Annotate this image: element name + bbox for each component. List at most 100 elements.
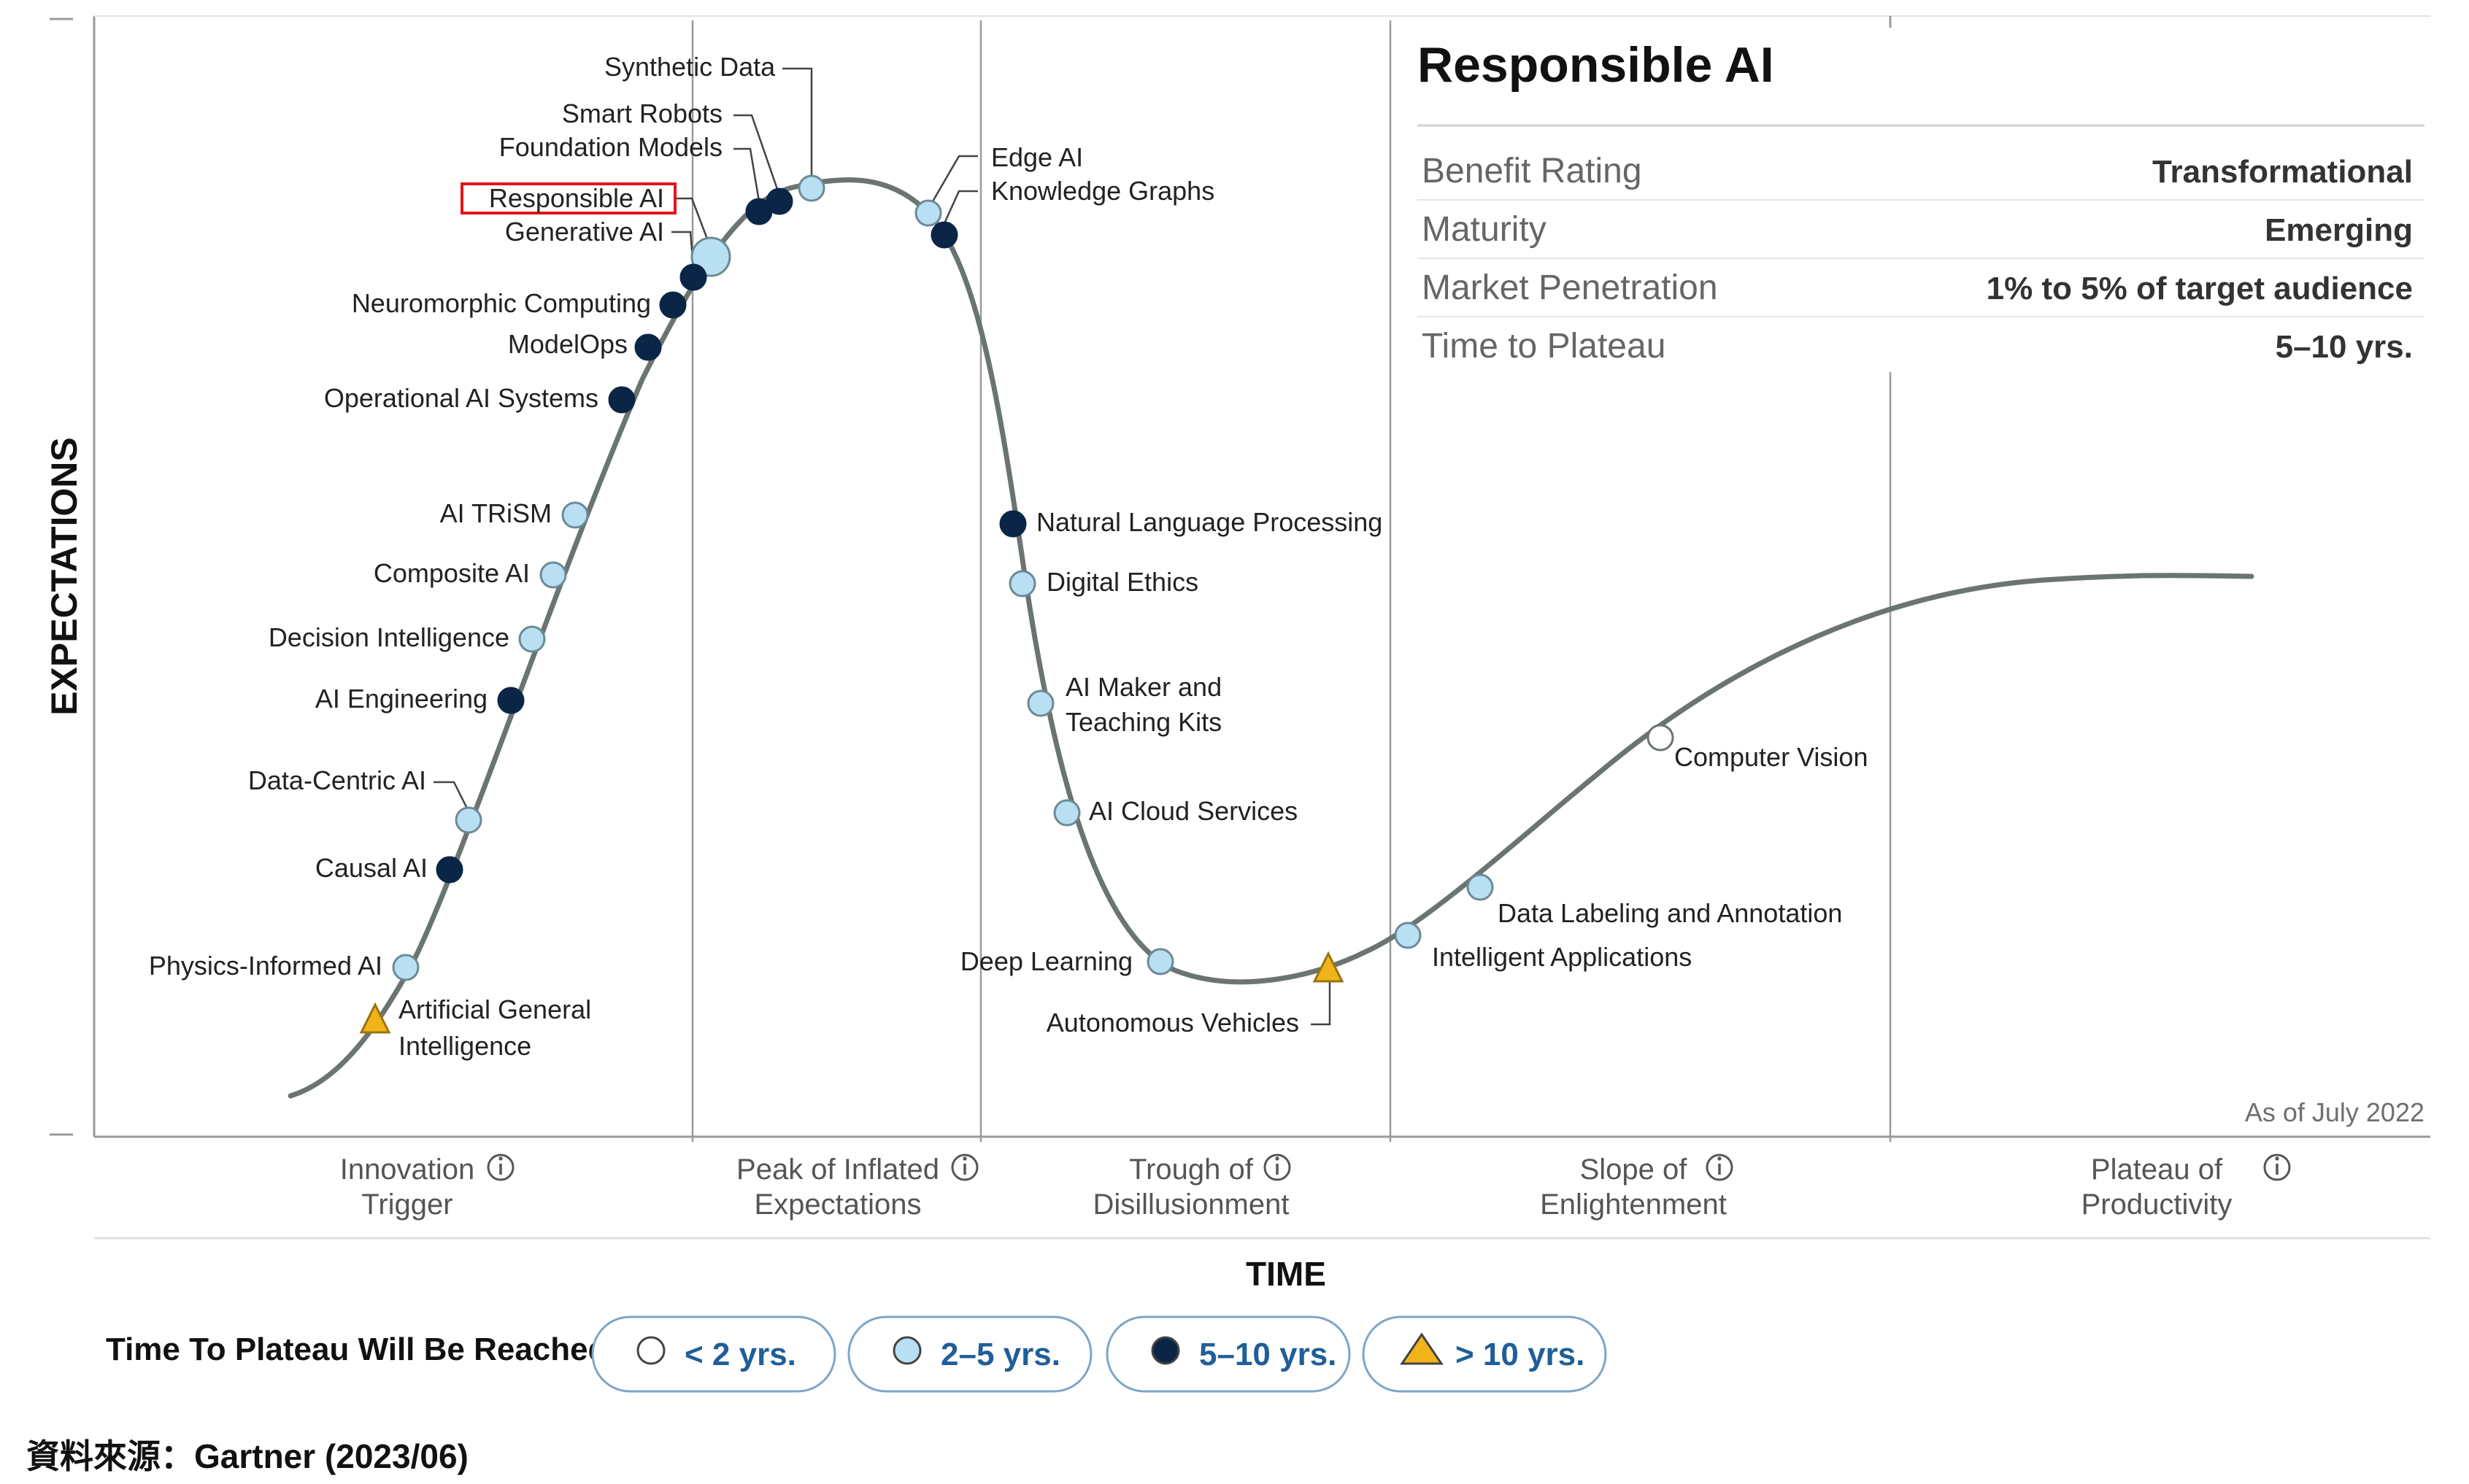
digital-ethics-marker[interactable] xyxy=(1009,570,1036,598)
natural-language-processing-label: Natural Language Processing xyxy=(1036,507,1382,537)
leader-line xyxy=(931,155,978,202)
info-icon[interactable] xyxy=(1706,1153,1733,1181)
y-axis-title: EXPECTATIONS xyxy=(44,437,85,716)
digital-ethics-label: Digital Ethics xyxy=(1047,567,1198,597)
legend-marker xyxy=(1400,1332,1444,1365)
modelops-marker[interactable] xyxy=(634,333,662,361)
generative-ai-marker[interactable] xyxy=(679,263,707,291)
causal-ai-label: Causal AI xyxy=(315,853,428,883)
info-icon[interactable] xyxy=(2263,1153,2291,1181)
responsible-ai-label: Responsible AI xyxy=(489,183,664,213)
data-centric-ai-marker[interactable] xyxy=(455,806,482,834)
legend-marker xyxy=(1151,1336,1180,1365)
legend-marker xyxy=(636,1336,666,1365)
physics-informed-ai-marker[interactable] xyxy=(392,954,420,981)
as-of-label: As of July 2022 xyxy=(2245,1097,2424,1127)
x-axis-title: TIME xyxy=(1246,1255,1326,1293)
artificial-general-intelligence-label: Intelligence xyxy=(398,1031,531,1061)
panel-row-label: Market Penetration xyxy=(1422,268,1718,307)
artificial-general-intelligence-marker[interactable] xyxy=(359,1002,391,1034)
panel-row-value: Emerging xyxy=(2265,212,2413,248)
phase-label: Expectations xyxy=(754,1189,921,1221)
ai-engineering-label: AI Engineering xyxy=(315,684,488,714)
composite-ai-marker[interactable] xyxy=(539,561,567,589)
leader-line xyxy=(1311,982,1331,1026)
data-centric-ai-label: Data-Centric AI xyxy=(248,765,426,795)
info-icon[interactable] xyxy=(951,1153,979,1181)
technology-labels: Computer Vision Synthetic Data Responsible… xyxy=(149,52,1868,1061)
neuromorphic-computing-marker[interactable] xyxy=(659,291,687,319)
ai-maker-and-teaching-kits-marker[interactable] xyxy=(1027,689,1055,717)
leader-line xyxy=(733,147,760,202)
phase-label: Slope of xyxy=(1580,1153,1688,1186)
legend-label: > 10 yrs. xyxy=(1455,1337,1584,1372)
phase-label: Trigger xyxy=(361,1189,452,1221)
leader-line xyxy=(733,114,779,192)
foundation-models-label: Foundation Models xyxy=(499,132,723,162)
phase-label: Enlightenment xyxy=(1540,1189,1727,1221)
ai-engineering-marker[interactable] xyxy=(497,687,525,714)
knowledge-graphs-marker[interactable] xyxy=(931,221,958,249)
artificial-general-intelligence-label: Artificial General xyxy=(398,994,591,1024)
edge-ai-marker[interactable] xyxy=(914,199,942,227)
knowledge-graphs-label: Knowledge Graphs xyxy=(991,176,1214,206)
panel-row-label: Benefit Rating xyxy=(1422,152,1642,190)
smart-robots-label: Smart Robots xyxy=(562,98,723,128)
synthetic-data-label: Synthetic Data xyxy=(604,52,776,82)
ai-cloud-services-label: AI Cloud Services xyxy=(1089,796,1298,826)
intelligent-applications-label: Intelligent Applications xyxy=(1432,942,1692,972)
leader-line xyxy=(671,231,695,268)
deep-learning-marker[interactable] xyxy=(1147,948,1174,975)
ai-maker-and-teaching-kits-label: Teaching Kits xyxy=(1066,707,1222,737)
autonomous-vehicles-marker[interactable] xyxy=(1312,951,1344,983)
data-labeling-and-annotation-marker[interactable] xyxy=(1466,873,1494,901)
ai-maker-and-teaching-kits-label: AI Maker and xyxy=(1066,672,1222,702)
panel-row-label: Maturity xyxy=(1422,210,1547,249)
leader-line xyxy=(434,781,469,809)
causal-ai-marker[interactable] xyxy=(436,856,463,884)
legend-item-10-yrs[interactable]: > 10 yrs. xyxy=(1362,1315,1607,1393)
info-icon[interactable] xyxy=(487,1153,515,1181)
natural-language-processing-marker[interactable] xyxy=(999,510,1027,538)
panel-row-value: 1% to 5% of target audience xyxy=(1987,271,2413,306)
data-labeling-and-annotation-label: Data Labeling and Annotation xyxy=(1498,898,1842,928)
decision-intelligence-marker[interactable] xyxy=(518,625,546,653)
synthetic-data-marker[interactable] xyxy=(798,174,825,202)
foundation-models-marker[interactable] xyxy=(745,198,773,225)
leader-line xyxy=(676,197,709,241)
responsible-ai-highlight xyxy=(461,182,677,215)
neuromorphic-computing-label: Neuromorphic Computing xyxy=(352,288,651,318)
legend-marker xyxy=(893,1336,922,1365)
intelligent-applications-marker[interactable] xyxy=(1394,921,1422,949)
panel-title: Responsible AI xyxy=(1417,37,1774,93)
phase-label: Innovation xyxy=(340,1153,475,1186)
legend-label: < 2 yrs. xyxy=(685,1337,796,1372)
edge-ai-label: Edge AI xyxy=(991,142,1083,172)
phase-label: Productivity xyxy=(2081,1189,2233,1221)
legend-item-2-yrs[interactable]: < 2 yrs. xyxy=(591,1315,836,1393)
phase-label: Trough of xyxy=(1129,1153,1254,1186)
info-panel: Responsible AI Benefit Rating Transformat… xyxy=(1417,37,2424,366)
computer-vision-marker[interactable] xyxy=(1646,724,1674,751)
phase-label: Disillusionment xyxy=(1093,1189,1290,1221)
operational-ai-systems-label: Operational AI Systems xyxy=(324,383,598,413)
technology-markers xyxy=(359,174,1674,1034)
legend: Time To Plateau Will Be Reached: < 2 yrs… xyxy=(106,1315,1607,1393)
ai-cloud-services-marker[interactable] xyxy=(1053,799,1081,827)
info-icon[interactable] xyxy=(1263,1153,1291,1181)
legend-title: Time To Plateau Will Be Reached: xyxy=(106,1332,618,1367)
ai-trism-marker[interactable] xyxy=(561,501,589,529)
leader-line xyxy=(943,190,978,224)
legend-item-5-10-yrs[interactable]: 5–10 yrs. xyxy=(1106,1315,1351,1393)
panel-row-value: 5–10 yrs. xyxy=(2276,329,2413,365)
legend-label: 2–5 yrs. xyxy=(941,1337,1060,1372)
operational-ai-systems-marker[interactable] xyxy=(608,386,636,414)
legend-item-2-5-yrs[interactable]: 2–5 yrs. xyxy=(847,1315,1093,1393)
generative-ai-label: Generative AI xyxy=(505,217,664,247)
phase-label: Plateau of xyxy=(2091,1153,2223,1186)
deep-learning-label: Deep Learning xyxy=(960,946,1133,976)
responsible-ai-marker[interactable] xyxy=(690,236,731,277)
composite-ai-label: Composite AI xyxy=(374,558,530,588)
